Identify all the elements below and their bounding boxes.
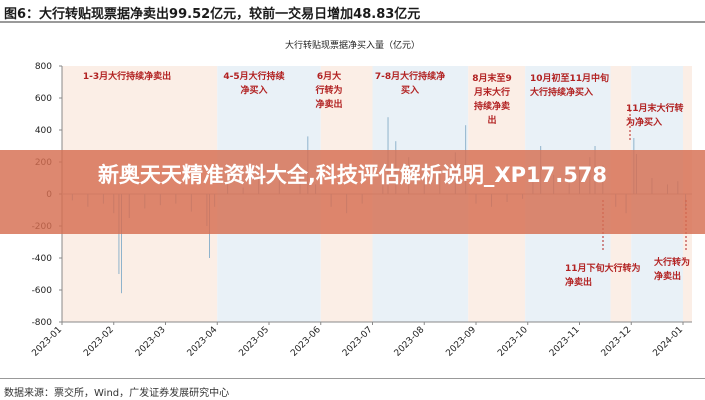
- annotation-nov-late: 11月下旬大行转为净卖出: [565, 264, 641, 288]
- figure-title: 图6：大行转贴现票据净卖出99.52亿元，较前一交易日增加48.83亿元: [4, 7, 421, 22]
- source-note: 数据来源：票交所，Wind，广发证券发展研究中心: [4, 388, 230, 399]
- y-tick-label: 400: [35, 126, 52, 136]
- annotation-jan-mar: 1-3月大行持续净卖出: [82, 72, 172, 82]
- annotation-nov-end: 11月末大行转为净买入: [626, 104, 684, 128]
- x-tick-label: 2023-02: [82, 325, 116, 359]
- x-tick-label: 2023-01: [30, 325, 64, 359]
- x-tick-label: 2023-07: [341, 325, 375, 359]
- x-tick-label: 2023-04: [186, 325, 220, 359]
- annotation-apr-may: 4-5月大行持续净买入: [223, 72, 285, 96]
- annotation-jun: 6月大行转为净卖出: [315, 72, 343, 110]
- x-tick-label: 2023-03: [134, 325, 168, 359]
- y-tick-label: -600: [32, 286, 53, 296]
- x-tick-label: 2023-09: [444, 325, 478, 359]
- annotation-aug-sep: 8月末至9月末大行持续净卖出: [472, 74, 512, 126]
- annotation-oct-nov: 10月初至11月中旬大行持续净买入: [530, 74, 610, 98]
- chart-title: 大行转贴现票据净买入量（亿元）: [284, 41, 420, 51]
- title-rule: [0, 21, 705, 23]
- x-tick-label: 2023-05: [237, 325, 271, 359]
- annotation-jan-sell: 大行转为净卖出: [654, 258, 691, 282]
- x-tick-label: 2024-01: [651, 325, 685, 359]
- y-tick-label: 600: [35, 94, 52, 104]
- y-tick-label: -400: [32, 254, 53, 264]
- bottom-rule: [0, 378, 705, 379]
- y-tick-label: -800: [32, 318, 53, 328]
- overlay-banner: 新奥天天精准资料大全,科技评估解析说明_XP17.578: [0, 150, 705, 234]
- x-tick-label: 2023-12: [600, 325, 634, 359]
- y-tick-label: 800: [35, 62, 52, 72]
- x-tick-label: 2023-08: [393, 325, 427, 359]
- x-tick-label: 2023-10: [496, 325, 530, 359]
- x-tick-label: 2023-11: [548, 325, 582, 359]
- annotation-jul-aug: 7-8月大行持续净买入: [374, 72, 446, 96]
- x-tick-label: 2023-06: [289, 325, 323, 359]
